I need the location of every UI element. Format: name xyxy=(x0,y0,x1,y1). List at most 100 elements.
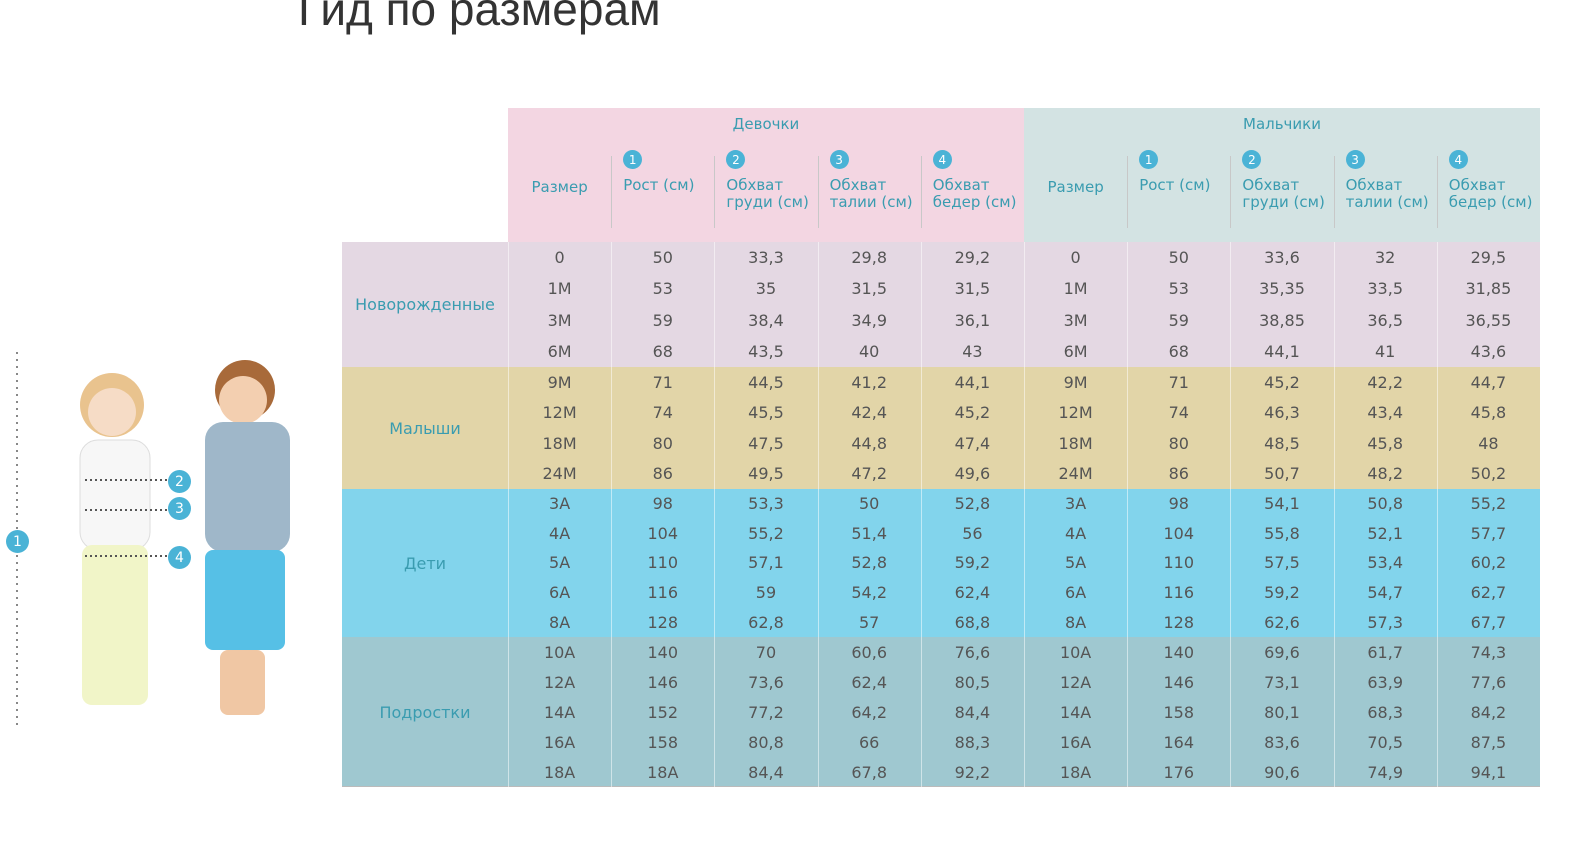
table-cell: 12A xyxy=(543,672,576,692)
table-cell: 43,5 xyxy=(748,341,784,361)
cell-divider xyxy=(1436,242,1438,367)
table-cell: 44,5 xyxy=(748,372,784,392)
table-cell: 10A xyxy=(1059,642,1092,662)
figure-marker: 1 xyxy=(6,530,29,553)
table-cell: 4A xyxy=(1065,523,1087,543)
table-cell: 69,6 xyxy=(1264,642,1300,662)
cell-divider xyxy=(817,489,819,637)
table-cell: 18M xyxy=(1058,433,1093,453)
table-cell: 84,4 xyxy=(748,762,784,782)
table-cell: 57,1 xyxy=(748,553,784,573)
table-cell: 9M xyxy=(1063,372,1088,392)
page-title: Гид по размерам xyxy=(298,0,661,35)
table-cell: 84,4 xyxy=(954,702,991,722)
cell-divider xyxy=(1024,489,1025,637)
table-cell: 146 xyxy=(1163,672,1195,692)
cell-divider xyxy=(1230,489,1232,637)
cell-divider xyxy=(1540,489,1541,637)
table-cell: 56 xyxy=(962,523,983,543)
group-name: Девочки xyxy=(732,115,800,133)
cell-divider xyxy=(611,367,613,489)
table-cell: 29,2 xyxy=(954,248,991,268)
cell-divider xyxy=(920,242,922,367)
table-cell: 44,1 xyxy=(954,372,991,392)
column-divider xyxy=(1127,156,1129,228)
table-cell: 110 xyxy=(1163,553,1195,573)
column-header: Обхват талии (см) xyxy=(829,176,913,211)
table-cell: 35,35 xyxy=(1259,279,1305,299)
table-cell: 77,2 xyxy=(748,702,784,722)
table-cell: 50 xyxy=(1168,248,1189,268)
table-cell: 73,1 xyxy=(1264,672,1300,692)
table-cell: 86 xyxy=(652,464,673,484)
column-marker: 1 xyxy=(623,150,643,169)
column-marker: 2 xyxy=(1242,150,1262,169)
table-cell: 152 xyxy=(647,702,679,722)
cell-divider xyxy=(1436,367,1438,489)
table-cell: 59,2 xyxy=(1264,583,1300,603)
table-cell: 59 xyxy=(1168,310,1189,330)
table-cell: 33,6 xyxy=(1264,248,1300,268)
group-name: Мальчики xyxy=(1243,115,1321,133)
table-cell: 40 xyxy=(859,341,880,361)
table-cell: 45,2 xyxy=(954,403,991,423)
table-cell: 3A xyxy=(549,494,571,514)
column-marker: 4 xyxy=(932,150,952,169)
table-cell: 36,55 xyxy=(1465,310,1512,330)
cell-divider xyxy=(920,489,922,637)
table-cell: 53,3 xyxy=(748,494,784,514)
table-cell: 33,3 xyxy=(748,248,784,268)
cell-divider xyxy=(1230,367,1232,489)
table-cell: 12M xyxy=(542,403,577,423)
table-cell: 68 xyxy=(652,341,673,361)
table-cell: 74,9 xyxy=(1367,762,1403,782)
table-cell: 74 xyxy=(652,403,673,423)
table-cell: 0 xyxy=(554,248,565,268)
table-cell: 62,4 xyxy=(954,583,991,603)
table-cell: 10A xyxy=(543,642,576,662)
table-cell: 80,1 xyxy=(1264,702,1300,722)
cell-divider xyxy=(1436,489,1438,637)
column-divider xyxy=(611,156,613,228)
table-cell: 140 xyxy=(1163,642,1195,662)
table-cell: 36,1 xyxy=(954,310,991,330)
table-cell: 44,8 xyxy=(851,433,887,453)
cell-divider xyxy=(817,367,819,489)
table-cell: 86 xyxy=(1168,464,1189,484)
table-cell: 50 xyxy=(652,248,673,268)
table-cell: 45,8 xyxy=(1470,403,1507,423)
table-cell: 18A xyxy=(543,762,576,782)
table-cell: 34,9 xyxy=(851,310,887,330)
cell-divider xyxy=(714,242,716,367)
table-cell: 42,4 xyxy=(851,403,887,423)
table-cell: 55,2 xyxy=(1470,494,1507,514)
table-cell: 68,3 xyxy=(1367,702,1403,722)
table-cell: 5A xyxy=(549,553,571,573)
table-cell: 53 xyxy=(1168,279,1189,299)
table-cell: 116 xyxy=(1163,583,1195,603)
cell-divider xyxy=(1230,637,1232,787)
table-cell: 47,4 xyxy=(954,433,991,453)
table-cell: 128 xyxy=(1163,612,1195,632)
table-cell: 164 xyxy=(1163,732,1195,752)
column-header: Размер xyxy=(531,178,588,196)
cell-divider xyxy=(1024,242,1025,367)
cell-divider xyxy=(508,489,509,637)
table-cell: 18A xyxy=(1059,762,1092,782)
column-divider xyxy=(714,156,716,228)
table-cell: 80 xyxy=(652,433,673,453)
table-cell: 53 xyxy=(652,279,673,299)
cell-divider xyxy=(1230,242,1232,367)
table-cell: 8A xyxy=(1065,612,1087,632)
section-bg xyxy=(342,242,1540,367)
table-cell: 44,1 xyxy=(1264,341,1300,361)
cell-divider xyxy=(1127,367,1129,489)
table-cell: 158 xyxy=(1163,702,1195,722)
table-cell: 14A xyxy=(1059,702,1092,722)
table-cell: 16A xyxy=(543,732,576,752)
table-cell: 18M xyxy=(542,433,577,453)
table-cell: 14A xyxy=(543,702,576,722)
table-cell: 80,5 xyxy=(954,672,991,692)
table-cell: 98 xyxy=(652,494,673,514)
